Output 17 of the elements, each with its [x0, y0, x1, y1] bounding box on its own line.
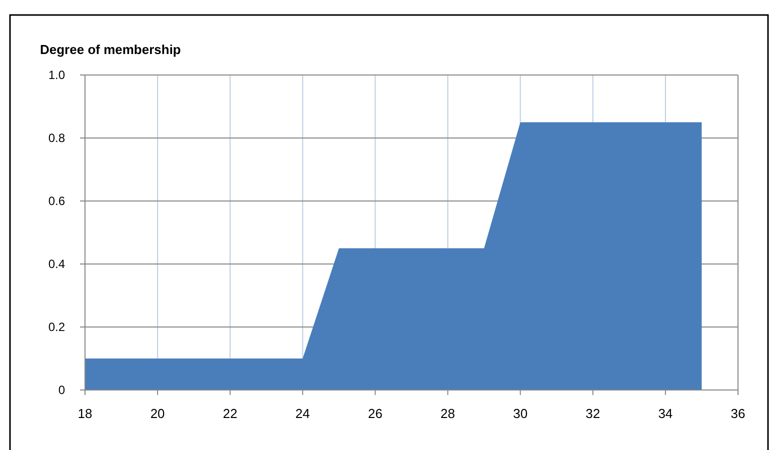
x-tick-label: 28: [440, 406, 456, 421]
y-tick-label: 1.0: [48, 68, 66, 82]
y-tick-label: 0: [58, 383, 66, 397]
x-tick-label: 32: [586, 406, 600, 421]
y-axis-title: Degree of membership: [40, 42, 181, 57]
y-tick-label: 0.2: [48, 320, 66, 334]
y-tick-label: 0.4: [48, 257, 66, 271]
x-tick-label: 26: [368, 406, 382, 421]
x-tick-label: 24: [295, 406, 310, 421]
x-tick-label: 18: [78, 406, 92, 421]
x-tick-label: 20: [150, 406, 165, 421]
x-tick-label: 30: [513, 406, 528, 421]
x-tick-label: 36: [730, 406, 746, 421]
x-tick-label: 22: [222, 406, 238, 421]
y-tick-label: 0.8: [48, 131, 66, 145]
x-tick-label: 34: [658, 406, 673, 421]
y-tick-label: 0.6: [48, 194, 66, 208]
